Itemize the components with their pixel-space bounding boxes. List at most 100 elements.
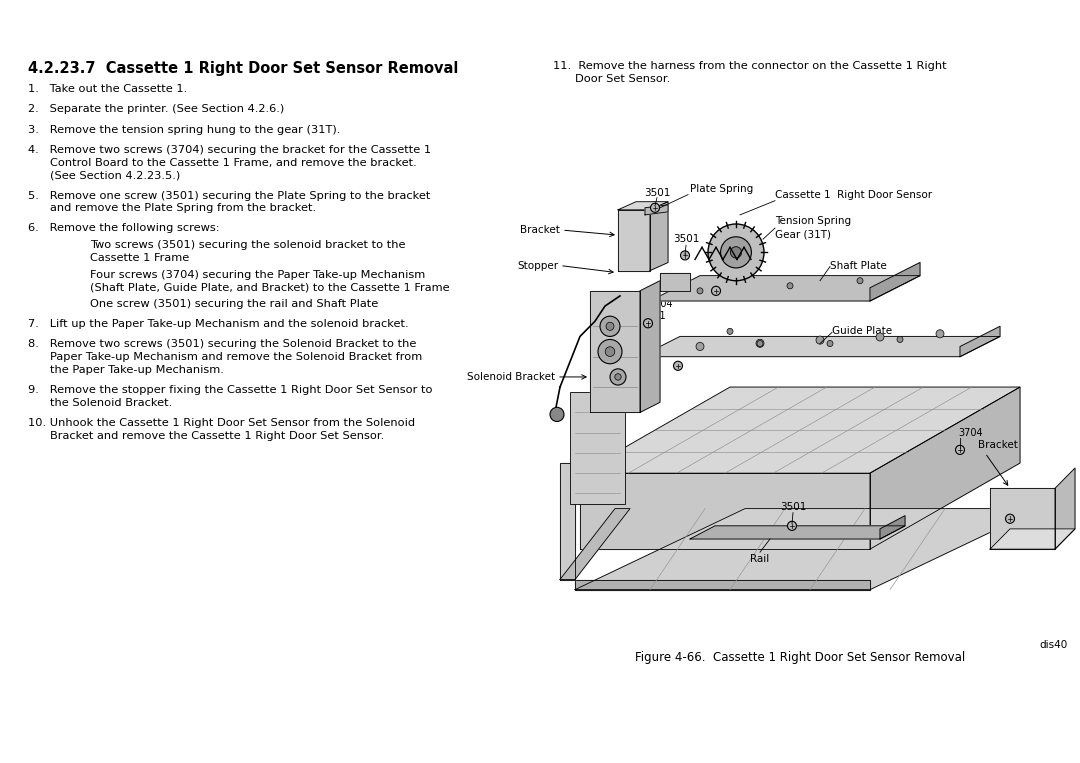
Text: Four screws (3704) securing the Paper Take-up Mechanism: Four screws (3704) securing the Paper Ta… — [90, 269, 426, 279]
Circle shape — [600, 316, 620, 336]
Polygon shape — [645, 204, 669, 215]
Polygon shape — [575, 580, 870, 590]
Text: 4.2.23.7  Cassette 1 Right Door Set Sensor Removal: 4.2.23.7 Cassette 1 Right Door Set Senso… — [28, 61, 458, 76]
Text: 3.   Remove the tension spring hung to the gear (31T).: 3. Remove the tension spring hung to the… — [28, 124, 340, 135]
Polygon shape — [870, 262, 920, 301]
Circle shape — [827, 340, 833, 346]
Polygon shape — [561, 463, 575, 580]
Text: 5.   Remove one screw (3501) securing the Plate Spring to the bracket: 5. Remove one screw (3501) securing the … — [28, 191, 430, 201]
Polygon shape — [580, 473, 870, 549]
Circle shape — [550, 407, 564, 421]
Text: 4.   Remove two screws (3704) securing the bracket for the Cassette 1: 4. Remove two screws (3704) securing the… — [28, 145, 431, 155]
Circle shape — [605, 346, 615, 356]
Text: 10. Unhook the Cassette 1 Right Door Set Sensor from the Solenoid: 10. Unhook the Cassette 1 Right Door Set… — [28, 418, 415, 428]
Text: 3501: 3501 — [644, 188, 671, 198]
Text: Shaft Plate: Shaft Plate — [831, 260, 887, 271]
Polygon shape — [575, 509, 1040, 590]
Circle shape — [1005, 514, 1014, 523]
Text: 11.  Remove the harness from the connector on the Cassette 1 Right: 11. Remove the harness from the connecto… — [553, 61, 947, 71]
Text: │3704: │3704 — [1008, 494, 1039, 506]
Circle shape — [720, 237, 752, 268]
Circle shape — [697, 288, 703, 294]
Circle shape — [730, 246, 742, 258]
Polygon shape — [640, 281, 660, 412]
Text: EPSON EPL-N2700: EPSON EPL-N2700 — [13, 11, 134, 25]
Text: │3704: │3704 — [718, 256, 748, 269]
Text: 3501: 3501 — [673, 234, 699, 244]
Bar — [570, 392, 625, 504]
Circle shape — [674, 361, 683, 370]
Text: Bracket: Bracket — [521, 225, 561, 235]
Circle shape — [787, 283, 793, 289]
Text: Figure 4-66.  Cassette 1 Right Door Set Sensor Removal: Figure 4-66. Cassette 1 Right Door Set S… — [635, 651, 966, 664]
Circle shape — [708, 224, 764, 281]
Text: (See Section 4.2.23.5.): (See Section 4.2.23.5.) — [50, 170, 180, 180]
Circle shape — [756, 340, 764, 347]
Circle shape — [897, 336, 903, 343]
Text: the Paper Take-up Mechanism.: the Paper Take-up Mechanism. — [50, 365, 224, 375]
Polygon shape — [590, 291, 640, 412]
Circle shape — [650, 203, 660, 212]
Polygon shape — [990, 529, 1075, 549]
Circle shape — [606, 322, 615, 330]
Text: 129: 129 — [1042, 738, 1067, 752]
Text: Control Board to the Cassette 1 Frame, and remove the bracket.: Control Board to the Cassette 1 Frame, a… — [50, 158, 417, 168]
Text: Tension Spring: Tension Spring — [775, 216, 851, 226]
Text: Cassette 1 Frame: Cassette 1 Frame — [90, 253, 189, 263]
Circle shape — [787, 521, 797, 530]
Circle shape — [712, 286, 720, 295]
Polygon shape — [690, 526, 905, 539]
Text: Cassette 1  Right Door Sensor: Cassette 1 Right Door Sensor — [775, 190, 932, 200]
Polygon shape — [960, 327, 1000, 356]
Text: Door Set Sensor.: Door Set Sensor. — [575, 73, 671, 84]
Text: Bracket and remove the Cassette 1 Right Door Set Sensor.: Bracket and remove the Cassette 1 Right … — [50, 430, 384, 440]
Circle shape — [598, 340, 622, 364]
Circle shape — [680, 251, 689, 260]
Polygon shape — [650, 201, 669, 271]
Text: 3501: 3501 — [780, 501, 806, 512]
Text: Gear (31T): Gear (31T) — [775, 229, 831, 239]
Circle shape — [858, 278, 863, 284]
Circle shape — [610, 369, 626, 385]
Text: Bracket: Bracket — [978, 439, 1017, 450]
Circle shape — [876, 333, 885, 341]
Polygon shape — [618, 201, 669, 210]
Text: Two screws (3501) securing the solenoid bracket to the: Two screws (3501) securing the solenoid … — [90, 240, 405, 250]
Text: Solenoid Bracket: Solenoid Bracket — [467, 372, 555, 382]
Text: One screw (3501) securing the rail and Shaft Plate: One screw (3501) securing the rail and S… — [90, 299, 378, 309]
Text: Stopper: Stopper — [517, 260, 558, 271]
Text: the Solenoid Bracket.: the Solenoid Bracket. — [50, 398, 172, 407]
Text: │3704: │3704 — [678, 342, 708, 353]
Text: 3704: 3704 — [958, 428, 983, 438]
Text: 2.   Separate the printer. (See Section 4.2.6.): 2. Separate the printer. (See Section 4.… — [28, 105, 284, 114]
Text: Plate Spring: Plate Spring — [690, 184, 753, 194]
Circle shape — [816, 336, 824, 344]
Text: 8.   Remove two screws (3501) securing the Solenoid Bracket to the: 8. Remove two screws (3501) securing the… — [28, 340, 417, 349]
Text: Guide Plate: Guide Plate — [832, 327, 892, 336]
Circle shape — [936, 330, 944, 338]
Text: (Shaft Plate, Guide Plate, and Bracket) to the Cassette 1 Frame: (Shaft Plate, Guide Plate, and Bracket) … — [90, 282, 449, 292]
Polygon shape — [618, 210, 650, 271]
Polygon shape — [580, 387, 1020, 473]
Text: 1.   Take out the Cassette 1.: 1. Take out the Cassette 1. — [28, 84, 187, 94]
Text: Rail: Rail — [751, 554, 770, 564]
Polygon shape — [870, 387, 1020, 549]
Polygon shape — [880, 516, 905, 539]
Polygon shape — [990, 488, 1055, 549]
Circle shape — [757, 340, 762, 346]
Text: 9.   Remove the stopper fixing the Cassette 1 Right Door Set Sensor to: 9. Remove the stopper fixing the Cassett… — [28, 385, 432, 395]
Circle shape — [727, 328, 733, 334]
Text: 3501: 3501 — [642, 311, 665, 321]
Polygon shape — [650, 275, 920, 301]
Text: Chapter 4   Disassembly/Assembly: Chapter 4 Disassembly/Assembly — [13, 738, 241, 752]
Text: 6.   Remove the following screws:: 6. Remove the following screws: — [28, 224, 219, 233]
Circle shape — [956, 446, 964, 455]
Text: 7.   Lift up the Paper Take-up Mechanism and the solenoid bracket.: 7. Lift up the Paper Take-up Mechanism a… — [28, 319, 408, 329]
Text: 3704: 3704 — [648, 299, 673, 309]
Circle shape — [696, 343, 704, 350]
Polygon shape — [640, 336, 1000, 356]
Text: dis40: dis40 — [1040, 640, 1068, 650]
Polygon shape — [1055, 468, 1075, 549]
Polygon shape — [660, 272, 690, 291]
Text: Paper Take-up Mechanism and remove the Solenoid Bracket from: Paper Take-up Mechanism and remove the S… — [50, 353, 422, 362]
